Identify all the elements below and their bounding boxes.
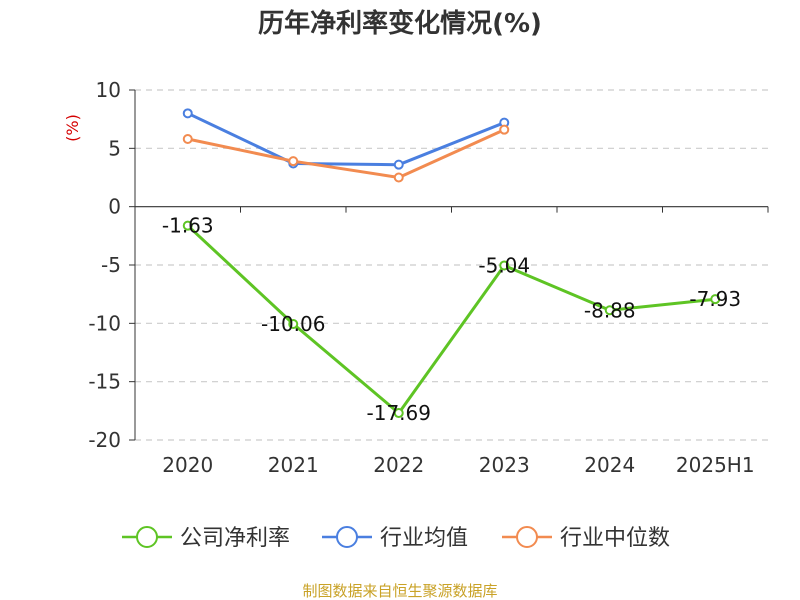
legend-marker: [516, 526, 538, 548]
legend-label: 行业中位数: [560, 526, 670, 551]
data-point-0: [393, 408, 404, 419]
data-label: -5.04: [478, 253, 530, 277]
legend-marker: [336, 526, 358, 548]
legend-label: 行业均值: [380, 526, 468, 551]
data-point-2: [288, 156, 299, 167]
data-point-0: [288, 319, 299, 330]
data-point-0: [604, 305, 615, 316]
data-label: -1.63: [162, 214, 214, 238]
x-tick-label: 2024: [584, 453, 635, 477]
y-tick-label: -10: [88, 311, 121, 335]
y-tick-label: 0: [108, 195, 121, 219]
legend-label: 公司净利率: [180, 526, 290, 551]
series-line-1: [187, 111, 505, 167]
y-axis-unit: (%): [63, 114, 82, 142]
data-point-2: [393, 172, 404, 183]
data-labels: -1.63 -10.06 -17.69 -5.04 -8.88 -7.93: [162, 214, 741, 425]
axes: 10 5 0 -5 -10 -15 -20 2020 2021 2022 2023 2024 2025H…: [88, 78, 769, 477]
y-tick-label: -20: [88, 428, 121, 452]
data-point-2: [499, 124, 510, 135]
legend: 公司净利率 行业均值 行业中位数: [122, 526, 670, 551]
y-tick-label: 10: [96, 78, 121, 102]
data-point-2: [182, 134, 193, 144]
x-tick-label: 2020: [162, 453, 213, 477]
y-tick-label: -15: [88, 370, 121, 394]
series-lines: [182, 108, 721, 419]
data-point-1: [182, 108, 193, 119]
series-line-0: [186, 224, 716, 415]
data-point-1: [393, 159, 404, 170]
data-label: -8.88: [584, 298, 636, 322]
data-label: -7.93: [689, 287, 741, 311]
y-tick-label: -5: [101, 253, 121, 277]
data-label: -10.06: [261, 312, 325, 336]
y-tick-label: 5: [108, 136, 121, 160]
x-tick-label: 2023: [479, 453, 530, 477]
data-point-0: [182, 220, 193, 231]
x-tick-label: 2025H1: [676, 453, 755, 477]
data-point-0: [499, 260, 510, 271]
x-tick-label: 2022: [373, 453, 424, 477]
source-note: 制图数据来自恒生聚源数据库: [302, 582, 497, 600]
chart-title: 历年净利率变化情况(%): [258, 9, 542, 39]
series-line-2: [187, 128, 505, 179]
data-point-0: [710, 294, 721, 305]
x-tick-label: 2021: [268, 453, 319, 477]
legend-marker: [136, 526, 158, 548]
data-label: -17.69: [367, 401, 431, 425]
